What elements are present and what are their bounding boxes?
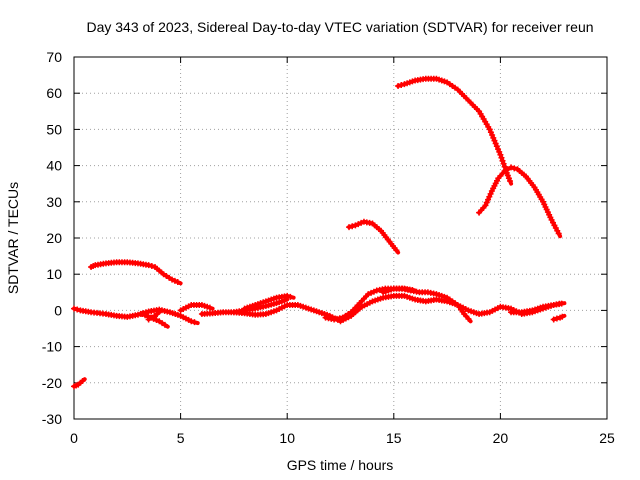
data-point [498, 154, 505, 161]
x-axis-label: GPS time / hours [287, 457, 394, 473]
data-point [553, 315, 560, 322]
data-point [161, 321, 168, 328]
y-tick-label: 70 [46, 49, 62, 65]
data-point [154, 311, 161, 318]
data-point [281, 297, 288, 304]
series-arc-20-23-low [508, 300, 567, 316]
series-arc-15-16 [380, 285, 418, 296]
data-point [174, 279, 181, 286]
x-tick-label: 10 [279, 430, 295, 446]
series-arc-early-high [88, 259, 183, 286]
data-point [409, 287, 416, 294]
data-point [145, 316, 152, 323]
data-point [395, 82, 402, 89]
data-series [71, 75, 567, 390]
series-arc-end-dip [550, 313, 567, 323]
data-point [499, 157, 506, 164]
data-point [349, 223, 356, 230]
data-point [559, 313, 566, 320]
data-point [368, 289, 375, 296]
y-tick-label: -30 [42, 411, 62, 427]
axis-ticks: 0 5 10 15 20 25 -30 -20 -10 0 10 20 30 40 50 60 70 [42, 49, 615, 446]
y-tick-label: 50 [46, 121, 62, 137]
data-point [497, 151, 504, 158]
series-arc-dip-b [145, 310, 162, 323]
data-point [287, 293, 294, 300]
data-point [370, 288, 377, 295]
data-point [465, 315, 472, 322]
data-point [504, 166, 511, 173]
x-tick-label: 0 [70, 430, 78, 446]
series-arc-13-15 [346, 218, 401, 255]
data-point [492, 140, 499, 147]
x-tick-label: 5 [177, 430, 185, 446]
data-point [365, 291, 372, 298]
series-trace [477, 165, 563, 239]
data-point [71, 305, 77, 312]
series-arc-19-23 [476, 164, 563, 239]
y-tick-label: 40 [46, 158, 62, 174]
grid-lines [74, 57, 607, 419]
y-tick-label: 10 [46, 266, 62, 282]
series-arc-start-low [71, 377, 87, 390]
data-point [398, 82, 405, 89]
y-tick-label: 20 [46, 230, 62, 246]
data-point [206, 304, 213, 311]
y-tick-label: 30 [46, 194, 62, 210]
data-point [148, 263, 155, 270]
series-arc-mid [198, 292, 565, 325]
y-tick-label: -20 [42, 375, 62, 391]
data-point [145, 262, 152, 269]
data-point [188, 318, 195, 325]
series-trace [347, 219, 401, 255]
series-arc-small-bump [177, 301, 215, 314]
data-point [489, 132, 496, 139]
x-tick-label: 20 [493, 430, 509, 446]
data-point [346, 224, 353, 231]
x-tick-label: 25 [599, 430, 615, 446]
data-point [393, 247, 400, 254]
data-point [171, 277, 178, 284]
data-point [486, 126, 493, 133]
data-point [139, 311, 146, 318]
series-arc-mid-rise-b [230, 297, 290, 316]
data-point [142, 312, 149, 319]
data-point [495, 146, 502, 153]
data-point [352, 222, 359, 229]
data-point [558, 300, 565, 307]
data-point [496, 148, 503, 155]
data-point [493, 143, 500, 150]
data-point [153, 317, 160, 324]
data-point [511, 165, 518, 172]
data-point [148, 314, 155, 321]
data-point [500, 160, 507, 167]
y-tick-label: 0 [54, 302, 62, 318]
data-point [355, 221, 362, 228]
data-point [555, 230, 562, 237]
data-point [501, 168, 508, 175]
x-tick-label: 15 [386, 430, 402, 446]
data-point [79, 377, 86, 384]
y-tick-label: -10 [42, 339, 62, 355]
series-trace [396, 76, 514, 186]
plot-frame [73, 56, 608, 420]
data-point [169, 276, 176, 283]
data-point [550, 316, 557, 323]
data-point [191, 319, 198, 326]
data-point [491, 137, 498, 144]
series-arc-first-zero [71, 305, 200, 326]
data-point [508, 164, 515, 171]
data-point [74, 306, 81, 313]
data-point [490, 134, 497, 141]
data-point [487, 129, 494, 136]
data-point [506, 177, 513, 184]
y-axis-label: SDTVAR / TECUs [5, 182, 21, 294]
y-tick-label: 60 [46, 85, 62, 101]
chart-title: Day 343 of 2023, Sidereal Day-to-day VTE… [86, 19, 593, 35]
data-point [358, 219, 365, 226]
